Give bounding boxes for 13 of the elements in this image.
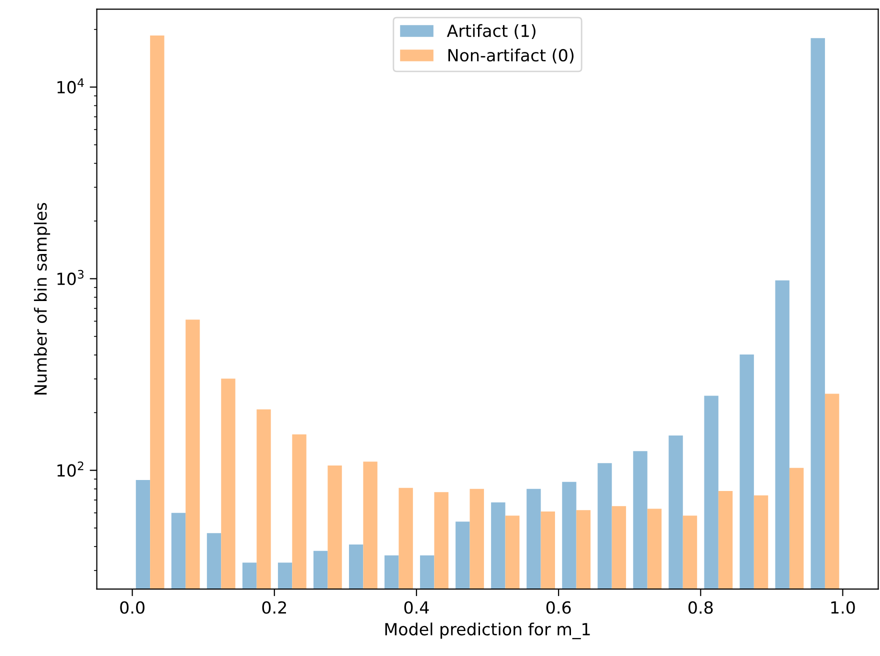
- y-tick-label: 10$^{3}$: [57, 270, 84, 286]
- x-tick-label: 1.0: [831, 601, 855, 614]
- y-tick-label: 10$^{2}$: [57, 461, 84, 477]
- x-axis-title: Model prediction for m_1: [385, 622, 590, 640]
- x-tick-label: 0.2: [262, 601, 286, 614]
- x-tick-label: 0.8: [688, 601, 713, 614]
- x-tick-label: 0.4: [404, 601, 429, 614]
- y-tick-label: 10$^{4}$: [57, 78, 84, 94]
- x-tick-label: 0.0: [120, 601, 144, 614]
- legend-label: Non-artifact (0): [448, 48, 574, 64]
- y-axis-title: Number of bin samples: [34, 202, 50, 394]
- x-tick-label: 0.6: [546, 601, 571, 614]
- legend-label: Artifact (1): [446, 24, 536, 40]
